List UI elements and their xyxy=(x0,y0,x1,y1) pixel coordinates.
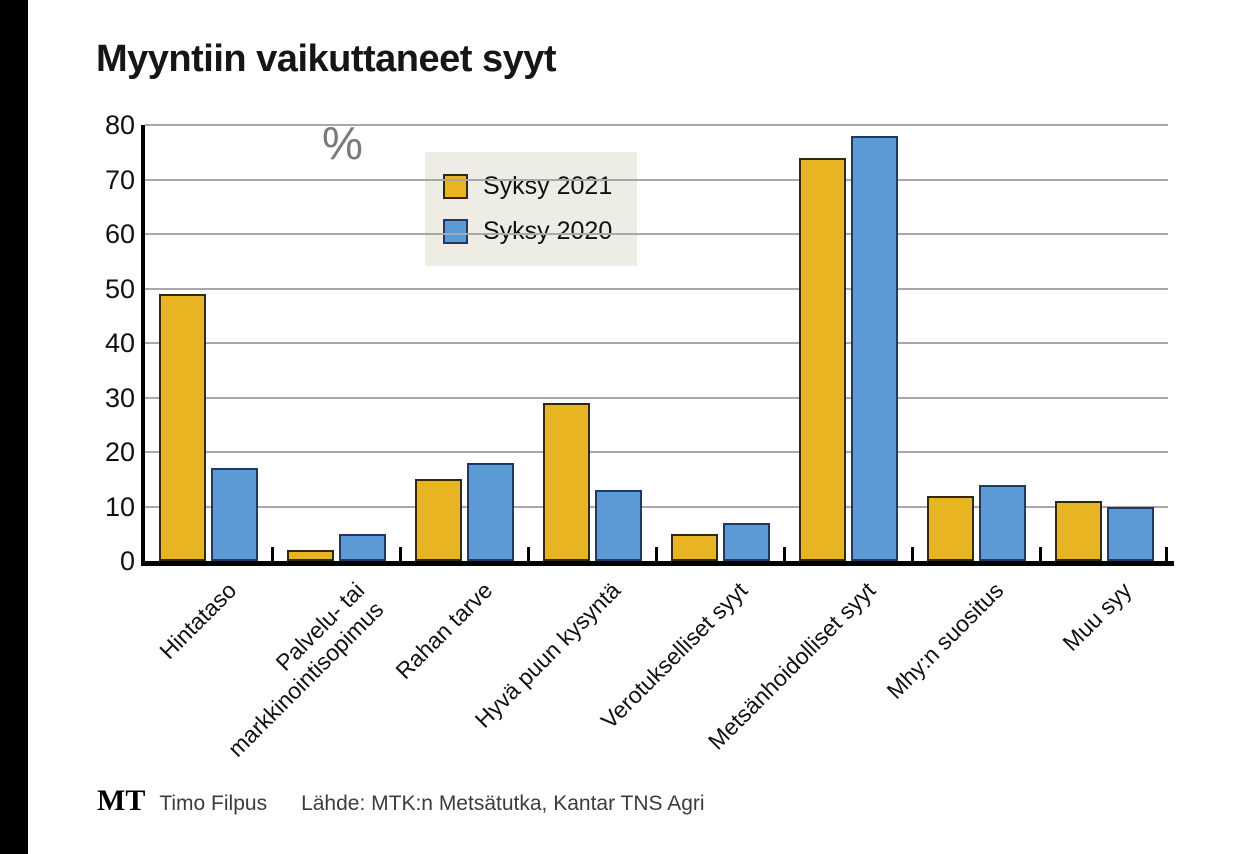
y-tick-label-40: 40 xyxy=(104,328,135,358)
gridline-60 xyxy=(145,233,1168,235)
bar-syksy-2020-group-7 xyxy=(978,484,1026,561)
x-axis-tick xyxy=(655,547,658,561)
bar-syksy-2020-group-8 xyxy=(1106,506,1154,561)
gridline-70 xyxy=(145,178,1168,181)
legend-item-syksy-2021: Syksy 2021 xyxy=(443,172,637,201)
bar-syksy-2020-group-2 xyxy=(339,533,387,561)
x-category-label-7: Mhy:n suositus xyxy=(881,577,1009,704)
bar-group-7 xyxy=(912,125,1040,561)
plot-area: 0 10 20 30 40 50 60 70 80 Hintataso Palvelu- tai m… xyxy=(105,110,1174,762)
y-tick-label-20: 20 xyxy=(104,437,135,467)
x-axis-tick xyxy=(910,547,914,561)
bar-group-8 xyxy=(1040,125,1168,561)
bar-syksy-2020-group-1 xyxy=(211,468,259,561)
bar-syksy-2020-group-4 xyxy=(595,490,643,561)
gridline-20 xyxy=(145,451,1168,453)
gridline-30 xyxy=(145,396,1168,399)
bar-group-5 xyxy=(657,125,785,561)
bar-syksy-2021-group-5 xyxy=(670,533,718,561)
legend-swatch-2021-icon xyxy=(443,174,468,199)
bar-syksy-2021-group-4 xyxy=(543,402,591,561)
y-tick-label-10: 10 xyxy=(104,491,135,522)
page-edge-strip xyxy=(0,0,28,854)
bar-syksy-2021-group-6 xyxy=(798,157,846,561)
bar-group-2 xyxy=(273,125,401,561)
gridline-40 xyxy=(145,342,1168,344)
source-credit: Lähde: MTK:n Metsätutka, Kantar TNS Agri xyxy=(301,792,705,815)
bar-group-6 xyxy=(784,125,912,561)
y-tick-label-0: 0 xyxy=(119,546,135,576)
x-axis-tick xyxy=(399,547,403,561)
x-axis-tick xyxy=(527,547,531,561)
bar-syksy-2021-group-1 xyxy=(159,293,207,561)
bar-group-1 xyxy=(145,125,273,561)
legend-swatch-2020-icon xyxy=(443,219,468,244)
y-tick-label-50: 50 xyxy=(104,273,135,304)
x-axis-tick xyxy=(271,547,275,561)
legend-label-2020: Syksy 2020 xyxy=(483,217,613,245)
y-tick-label-70: 70 xyxy=(104,164,135,195)
x-axis-tick xyxy=(1038,547,1042,561)
x-category-label-8: Muu syy xyxy=(1057,577,1137,656)
y-axis-line xyxy=(141,125,145,566)
bar-syksy-2020-group-3 xyxy=(467,462,515,561)
y-tick-label-60: 60 xyxy=(104,219,135,249)
x-axis-tick xyxy=(782,547,786,561)
mt-logo: MT xyxy=(97,784,146,817)
author-credit: Timo Filpus xyxy=(159,792,268,815)
legend-item-syksy-2020: Syksy 2020 xyxy=(443,217,637,246)
bar-syksy-2021-group-7 xyxy=(926,495,974,561)
chart-title: Myyntiin vaikuttaneet syyt xyxy=(96,38,557,80)
y-tick-label-30: 30 xyxy=(104,382,135,413)
gridline-50 xyxy=(145,287,1168,290)
y-tick-label-80: 80 xyxy=(104,110,135,140)
bar-syksy-2021-group-2 xyxy=(287,550,335,561)
bar-syksy-2020-group-6 xyxy=(850,135,898,561)
bar-group-3 xyxy=(401,125,529,561)
legend-label-2021: Syksy 2021 xyxy=(483,172,613,200)
chart-legend: Syksy 2021 Syksy 2020 xyxy=(425,152,637,266)
x-axis-line xyxy=(141,561,1174,566)
gridline-10 xyxy=(145,505,1168,508)
bar-syksy-2020-group-5 xyxy=(722,522,770,561)
bar-syksy-2021-group-8 xyxy=(1054,501,1102,561)
footer: MT Timo Filpus Lähde: MTK:n Metsätutka, … xyxy=(97,784,705,818)
bar-syksy-2021-group-3 xyxy=(415,479,463,561)
x-axis-tick xyxy=(1165,547,1168,561)
bar-group-4 xyxy=(529,125,657,561)
gridline-80 xyxy=(145,124,1168,126)
